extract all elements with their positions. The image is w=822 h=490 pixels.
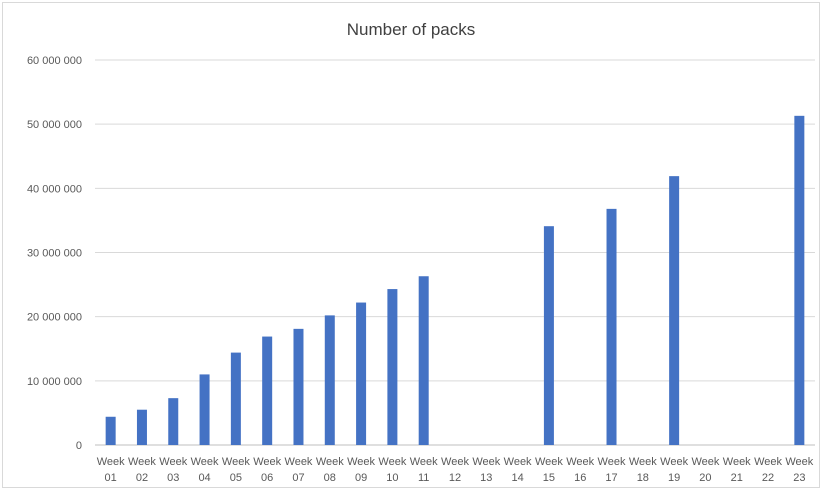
x-tick-label: 20 <box>699 472 711 484</box>
bar <box>137 410 147 445</box>
x-tick-label: 06 <box>261 472 273 484</box>
y-tick-label: 60 000 000 <box>27 55 82 67</box>
x-tick-label: Week <box>285 456 313 468</box>
y-tick-label: 0 <box>76 440 82 452</box>
y-tick-label: 50 000 000 <box>27 119 82 131</box>
x-tick-label: 12 <box>449 472 461 484</box>
bar <box>200 374 210 445</box>
x-tick-label: Week <box>472 456 500 468</box>
x-tick-label: Week <box>347 456 375 468</box>
y-tick-label: 10 000 000 <box>27 376 82 388</box>
x-tick-label: 03 <box>167 472 179 484</box>
bar <box>387 289 397 445</box>
y-tick-label: 30 000 000 <box>27 248 82 260</box>
bar <box>356 303 366 445</box>
x-tick-label: Week <box>566 456 594 468</box>
bars <box>106 116 805 445</box>
x-tick-label: Week <box>378 456 406 468</box>
bar <box>794 116 804 445</box>
x-axis-tick-labels: Week 01 Week 02 Week 03 Week 04 Week 05 Week 06 Week… <box>97 456 814 484</box>
x-tick-label: Week <box>316 456 344 468</box>
x-tick-label: 02 <box>136 472 148 484</box>
x-tick-label: 21 <box>731 472 743 484</box>
x-tick-label: 09 <box>355 472 367 484</box>
x-tick-label: Week <box>191 456 219 468</box>
x-tick-label: Week <box>598 456 626 468</box>
bar <box>544 226 554 445</box>
x-tick-label: Week <box>441 456 469 468</box>
x-tick-label: Week <box>222 456 250 468</box>
bar <box>168 398 178 445</box>
x-tick-label: 05 <box>230 472 242 484</box>
x-tick-label: Week <box>785 456 813 468</box>
y-tick-label: 20 000 000 <box>27 312 82 324</box>
x-tick-label: 18 <box>637 472 649 484</box>
bar <box>669 176 679 445</box>
x-tick-label: 10 <box>386 472 398 484</box>
x-tick-label: 04 <box>198 472 210 484</box>
bar <box>262 337 272 445</box>
x-tick-label: 13 <box>480 472 492 484</box>
bar <box>325 315 335 445</box>
x-tick-label: Week <box>660 456 688 468</box>
x-tick-label: Week <box>629 456 657 468</box>
x-tick-label: 15 <box>543 472 555 484</box>
x-tick-label: Week <box>159 456 187 468</box>
x-tick-label: 22 <box>762 472 774 484</box>
y-axis-tick-labels: 0 10 000 000 20 000 000 30 000 000 40 000 00… <box>27 55 82 452</box>
x-tick-label: 07 <box>292 472 304 484</box>
x-tick-label: Week <box>535 456 563 468</box>
x-tick-label: Week <box>410 456 438 468</box>
x-tick-label: 23 <box>793 472 805 484</box>
x-tick-label: 11 <box>418 472 429 484</box>
x-tick-label: 19 <box>668 472 680 484</box>
x-tick-label: Week <box>723 456 751 468</box>
x-tick-label: Week <box>691 456 719 468</box>
x-tick-label: Week <box>754 456 782 468</box>
y-tick-label: 40 000 000 <box>27 183 82 195</box>
x-tick-label: 14 <box>511 472 523 484</box>
x-tick-label: Week <box>128 456 156 468</box>
bar <box>106 417 116 445</box>
x-tick-label: 16 <box>574 472 586 484</box>
x-tick-label: Week <box>504 456 532 468</box>
bar <box>607 209 617 445</box>
x-tick-label: 01 <box>105 472 117 484</box>
bar <box>293 329 303 445</box>
x-tick-label: Week <box>97 456 125 468</box>
x-tick-label: Week <box>253 456 281 468</box>
bar <box>231 353 241 445</box>
bar <box>419 276 429 445</box>
x-tick-label: 17 <box>605 472 617 484</box>
x-tick-label: 08 <box>324 472 336 484</box>
